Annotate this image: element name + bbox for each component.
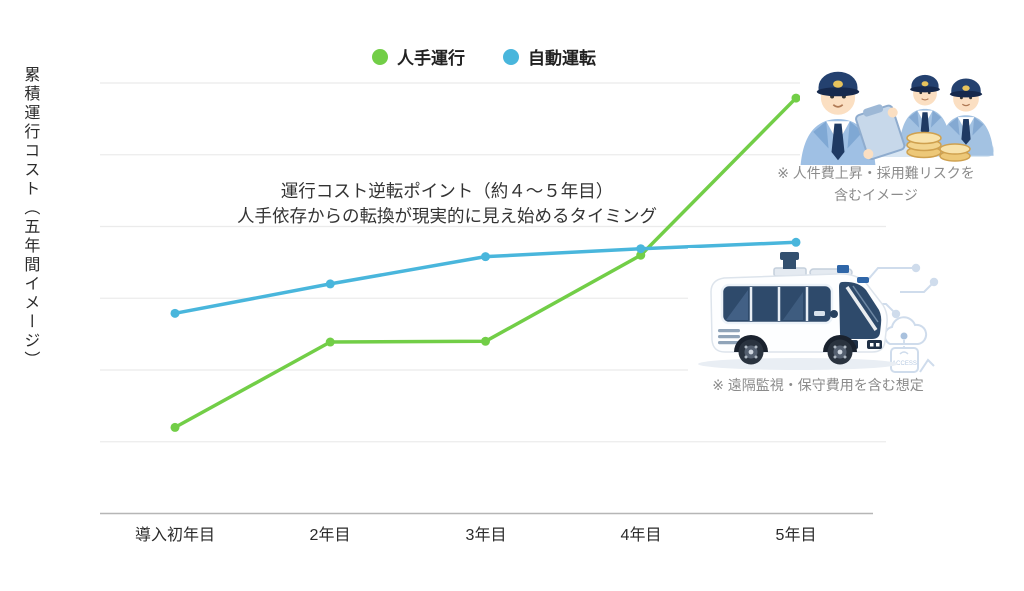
legend-item-manual: 人手運行	[372, 44, 465, 69]
data-point	[481, 336, 490, 346]
clipboard-icon	[855, 104, 906, 161]
x-axis-label-year1: 導入初年目	[134, 527, 216, 544]
legend: 人手運行 自動運転	[372, 44, 596, 69]
x-axis-label-year4: 4年目	[620, 527, 662, 544]
annotation-line1: 運行コスト逆転ポイント（約４〜５年目）	[280, 181, 614, 201]
lidar-sensor-icon	[773, 252, 807, 277]
annotation-line2: 人手依存からの転換が現実的に見え始めるタイミング	[237, 206, 657, 226]
shuttle-bus-body	[710, 273, 888, 353]
bus-shadow	[698, 358, 898, 370]
note-drivers-line2: 含むイメージ	[834, 187, 918, 203]
data-point	[325, 279, 335, 289]
cloud-icon	[883, 316, 928, 352]
driver-figure-front	[800, 71, 876, 165]
data-point	[636, 244, 646, 254]
data-point	[636, 250, 646, 260]
coins-icon	[906, 131, 971, 162]
data-point	[481, 252, 490, 262]
x-axis-label-year2: 2年目	[309, 527, 351, 544]
autonomous-bus-illustration: ACCESS	[688, 248, 943, 373]
x-axis-label-year5: 5年目	[775, 527, 817, 544]
note-bus: ※ 遠隔監視・保守費用を含む想定	[712, 377, 924, 393]
access-phone-icon: ACCESS	[890, 347, 935, 373]
data-point	[170, 422, 180, 432]
y-axis-label-line2: （五年間イメージ）	[21, 199, 39, 370]
note-drivers-line1: ※ 人件費上昇・採用難リスクを	[777, 165, 975, 181]
legend-item-auto: 自動運転	[503, 44, 596, 69]
manual-series-dot-icon	[372, 48, 388, 65]
data-point	[791, 237, 801, 247]
note-drivers: ※ 人件費上昇・採用難リスクを 含むイメージ	[777, 162, 975, 206]
auto-series-dot-icon	[503, 48, 519, 65]
data-point	[325, 337, 335, 347]
x-axis-label-year3: 3年目	[465, 527, 507, 544]
annotation: 運行コスト逆転ポイント（約４〜５年目） 人手依存からの転換が現実的に見え始めるタ…	[237, 179, 657, 229]
data-point	[170, 308, 180, 318]
y-axis-label-line1: 累積運行コスト	[21, 66, 39, 199]
y-axis-label: 累積運行コスト（五年間イメージ）	[16, 66, 42, 370]
svg-text:ACCESS: ACCESS	[892, 361, 917, 367]
legend-label-manual: 人手運行	[397, 49, 465, 68]
uniformed-drivers-illustration	[800, 50, 1000, 165]
legend-label-auto: 自動運転	[528, 49, 596, 68]
data-point	[791, 93, 801, 103]
bus-wheels	[734, 335, 857, 365]
